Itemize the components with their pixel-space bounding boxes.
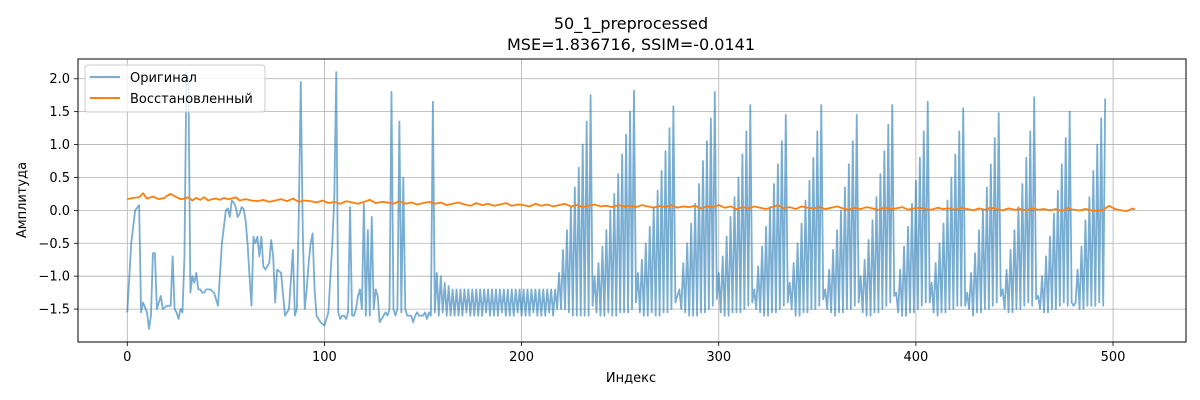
y-tick-label: −0.5	[38, 237, 70, 252]
y-tick-label: 1.5	[49, 105, 70, 120]
chart-title: 50_1_preprocessed	[554, 14, 708, 34]
plot-frame	[77, 58, 1187, 343]
y-tick-label: −1.0	[38, 270, 70, 285]
y-axis: −1.5 −1.0 −0.5 0.0 0.5 1.0 1.5 2.0	[38, 72, 78, 318]
x-tick-label: 300	[706, 350, 731, 365]
x-tick-label: 200	[509, 350, 534, 365]
x-axis: 0 100 200 300 400 500	[123, 342, 1125, 365]
y-tick-label: 0.0	[49, 204, 70, 219]
x-tick-label: 0	[123, 350, 131, 365]
legend-label-reconstructed: Восстановленный	[130, 92, 253, 107]
x-tick-label: 400	[903, 350, 928, 365]
series-line-original	[126, 71, 1107, 330]
legend-label-original: Оригинал	[130, 71, 197, 86]
y-tick-label: 0.5	[49, 171, 70, 186]
series-group	[126, 71, 1136, 330]
series-line-reconstructed	[127, 192, 1136, 212]
y-tick-label: −1.5	[38, 303, 70, 318]
y-axis-label: Амплитуда	[15, 162, 30, 238]
legend-box	[84, 64, 266, 113]
x-tick-label: 100	[312, 350, 337, 365]
y-tick-label: 1.0	[49, 138, 70, 153]
legend: Оригинал Восстановленный	[84, 64, 266, 113]
x-tick-label: 500	[1101, 350, 1126, 365]
chart-subtitle: MSE=1.836716, SSIM=-0.0141	[507, 35, 755, 54]
y-tick-label: 2.0	[49, 72, 70, 87]
x-axis-label: Индекс	[606, 371, 656, 386]
